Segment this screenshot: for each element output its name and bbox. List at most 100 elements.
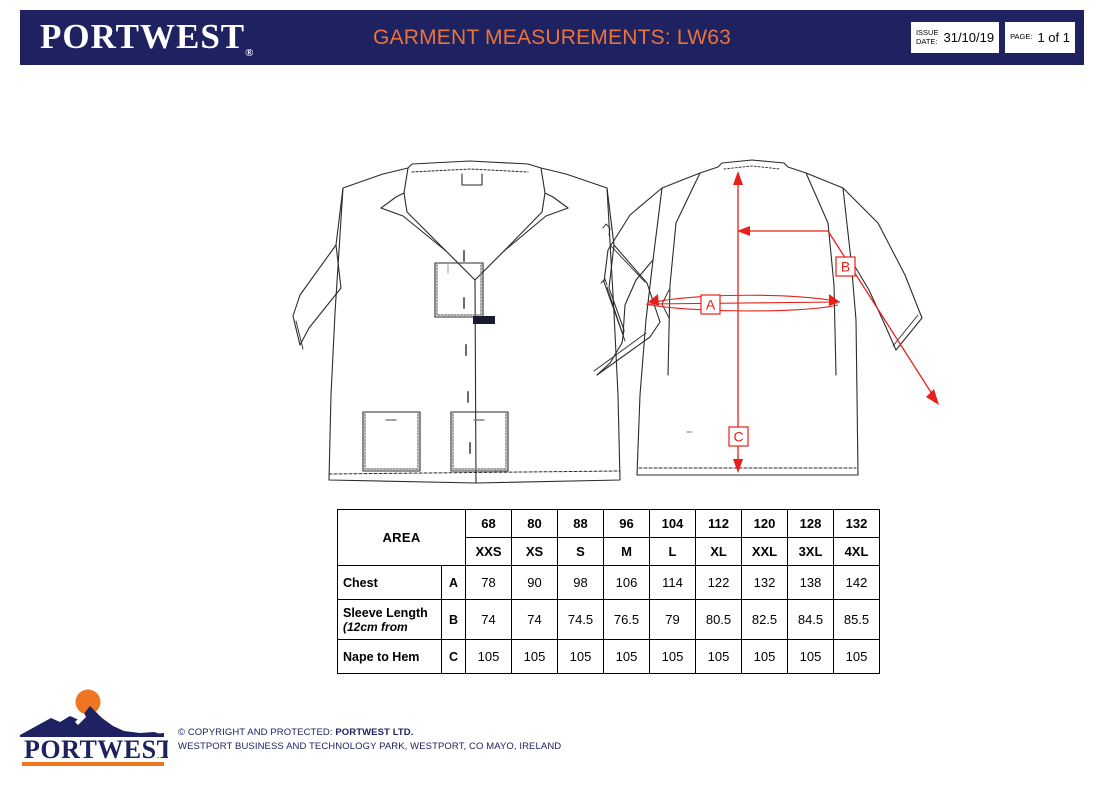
nape-value-5: 105	[695, 639, 742, 674]
registered-mark-icon: ®	[245, 47, 254, 59]
chest-value-7: 138	[787, 565, 834, 600]
mountain-snow	[75, 713, 86, 725]
nape-value-6: 105	[741, 639, 788, 674]
sleeve-value-3: 76.5	[603, 599, 650, 640]
size-cm-5: 112	[695, 509, 742, 538]
sun-icon	[75, 689, 101, 715]
issue-date-box: ISSUE DATE: 31/10/19	[909, 21, 1001, 54]
copyright-line: © COPYRIGHT AND PROTECTED: PORTWEST LTD.	[178, 726, 561, 740]
copyright-company: PORTWEST LTD.	[335, 727, 414, 738]
nape-value-4: 105	[649, 639, 696, 674]
row-label-sleeve-length: Sleeve Length (12cm from	[337, 599, 442, 640]
table-row-sleeve-length: Sleeve Length (12cm from B 74 74 74.5 76.…	[337, 599, 880, 640]
size-alpha-3: M	[603, 537, 650, 566]
size-alpha-1: XS	[511, 537, 558, 566]
row-label-sleeve-length-note: (12cm from	[343, 619, 408, 634]
row-label-nape-to-hem-text: Nape to Hem	[343, 649, 420, 664]
nape-value-3: 105	[603, 639, 650, 674]
marker-label-A: A	[700, 294, 721, 315]
size-alpha-4: L	[649, 537, 696, 566]
svg-text:A: A	[706, 297, 716, 313]
size-alpha-7: 3XL	[787, 537, 834, 566]
page-title: GARMENT MEASUREMENTS: LW63	[373, 26, 731, 49]
size-cm-0: 68	[465, 509, 512, 538]
row-label-sleeve-length-text: Sleeve Length	[343, 605, 428, 620]
page-footer: ™ PORTWEST . © COPYRIGHT AND PROTECTED: …	[0, 686, 1104, 786]
measure-line-B	[737, 226, 939, 405]
chest-value-8: 142	[833, 565, 880, 600]
footer-legal-text: © COPYRIGHT AND PROTECTED: PORTWEST LTD.…	[178, 726, 561, 754]
sleeve-value-6: 82.5	[741, 599, 788, 640]
marker-label-B: B	[835, 256, 856, 277]
nape-value-7: 105	[787, 639, 834, 674]
orange-rule	[22, 762, 164, 766]
page-value: 1 of 1	[1037, 30, 1070, 45]
nape-value-2: 105	[557, 639, 604, 674]
size-cm-6: 120	[741, 509, 788, 538]
sleeve-value-0: 74	[465, 599, 512, 640]
mountain-base	[20, 731, 164, 737]
portwest-mountain-logo: ™ PORTWEST .	[18, 688, 174, 768]
size-cm-3: 96	[603, 509, 650, 538]
measurement-annotations: A B C	[645, 171, 939, 473]
nape-value-8: 105	[833, 639, 880, 674]
size-cm-4: 104	[649, 509, 696, 538]
chest-value-2: 98	[557, 565, 604, 600]
page-label: PAGE:	[1010, 32, 1033, 42]
measure-line-C	[733, 171, 743, 473]
back-view	[600, 159, 923, 476]
nape-value-1: 105	[511, 639, 558, 674]
size-alpha-8: 4XL	[833, 537, 880, 566]
page-header: PORTWEST® GARMENT MEASUREMENTS: LW63 ISS…	[20, 10, 1084, 65]
row-label-chest-text: Chest	[343, 575, 378, 590]
chest-value-3: 106	[603, 565, 650, 600]
row-code-nape-to-hem: C	[441, 639, 466, 674]
chest-value-5: 122	[695, 565, 742, 600]
row-code-chest: A	[441, 565, 466, 600]
nape-value-0: 105	[465, 639, 512, 674]
size-alpha-5: XL	[695, 537, 742, 566]
trademark-mark: ™	[86, 728, 92, 735]
registered-mark-footer: .	[157, 750, 159, 760]
issue-date-label: ISSUE DATE:	[915, 28, 939, 46]
size-cm-7: 128	[787, 509, 834, 538]
chest-value-4: 114	[649, 565, 696, 600]
issue-date-value: 31/10/19	[943, 30, 995, 45]
table-header-row-cm: AREA 68 80 88 96 104 112 120 128 132	[337, 509, 880, 566]
portwest-header-wordmark: PORTWEST®	[40, 17, 253, 73]
header-meta-boxes: ISSUE DATE: 31/10/19 PAGE: 1 of 1	[909, 21, 1076, 54]
svg-text:B: B	[841, 259, 850, 275]
size-cm-1: 80	[511, 509, 558, 538]
size-cm-2: 88	[557, 509, 604, 538]
table-body: AREA 68 80 88 96 104 112 120 128 132 XXS…	[337, 509, 880, 674]
page-number-box: PAGE: 1 of 1	[1004, 21, 1076, 54]
sleeve-value-7: 84.5	[787, 599, 834, 640]
measurements-table: AREA 68 80 88 96 104 112 120 128 132 XXS…	[337, 509, 880, 674]
sleeve-value-1: 74	[511, 599, 558, 640]
measure-line-A	[645, 294, 841, 312]
table-row-chest: Chest A 78 90 98 106 114 122 132 138 142	[337, 565, 880, 600]
technical-drawings: A B C	[0, 75, 1104, 500]
row-label-nape-to-hem: Nape to Hem	[337, 639, 442, 674]
sleeve-value-5: 80.5	[695, 599, 742, 640]
svg-text:C: C	[733, 429, 743, 445]
chest-value-6: 132	[741, 565, 788, 600]
size-cm-8: 132	[833, 509, 880, 538]
size-alpha-0: XXS	[465, 537, 512, 566]
address-line: WESTPORT BUSINESS AND TECHNOLOGY PARK, W…	[178, 741, 562, 752]
row-code-sleeve-length: B	[441, 599, 466, 640]
row-label-chest: Chest	[337, 565, 442, 600]
footer-wordmark: PORTWEST	[24, 735, 168, 764]
brand-name: PORTWEST	[40, 17, 246, 56]
sleeve-value-8: 85.5	[833, 599, 880, 640]
front-view	[292, 160, 670, 484]
table-row-nape-to-hem: Nape to Hem C 105 105 105 105 105 105 10…	[337, 639, 880, 674]
chest-value-1: 90	[511, 565, 558, 600]
mountain-shape	[20, 706, 164, 735]
sleeve-value-4: 79	[649, 599, 696, 640]
chest-value-0: 78	[465, 565, 512, 600]
table-header-row-alpha: XXS XS S M L XL XXL 3XL 4XL	[338, 537, 880, 566]
area-header: AREA	[337, 509, 466, 566]
size-alpha-6: XXL	[741, 537, 788, 566]
marker-label-C: C	[728, 426, 749, 447]
